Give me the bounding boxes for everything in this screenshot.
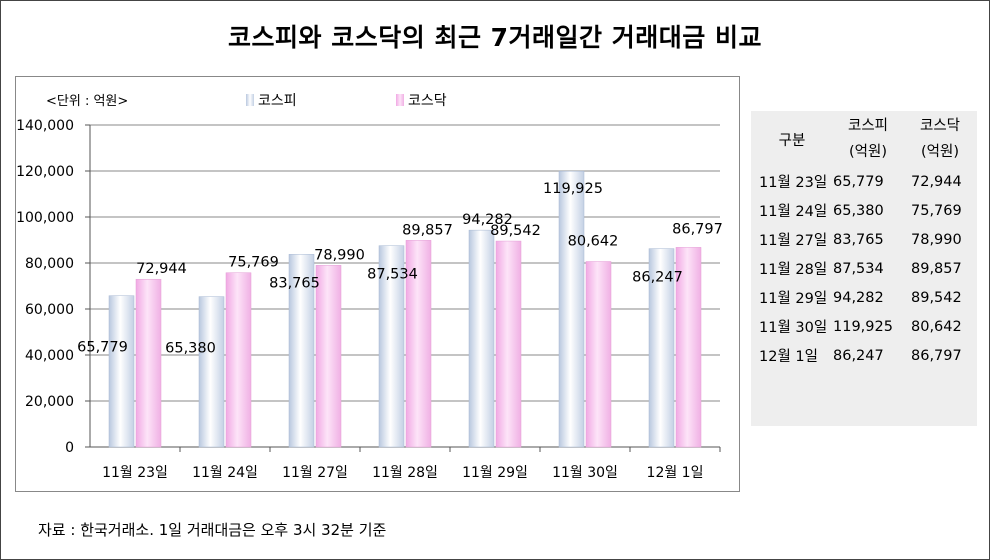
header-kosdaq: 코스닥 (억원) (903, 111, 977, 167)
header-date: 구분 (778, 132, 806, 149)
y-tick-label: 140,000 (16, 118, 74, 134)
table-cell-date: 11월 27일 (759, 233, 828, 249)
data-label-kospi: 65,380 (165, 341, 216, 357)
table-cell-kosdaq: 80,642 (911, 318, 962, 335)
header-kospi-label: 코스피 (847, 118, 889, 134)
bar-kospi (378, 245, 405, 448)
table-row: 11월 30일 119,925 80,642 (751, 312, 977, 341)
table-cell-kospi: 83,765 (833, 231, 884, 248)
table-row: 11월 24일 65,380 75,769 (751, 196, 977, 225)
data-label-kosdaq: 75,769 (228, 255, 279, 271)
data-label-kospi: 83,765 (269, 275, 320, 291)
x-tick-label: 11월 23일 (102, 465, 168, 481)
table-cell-kosdaq: 75,769 (911, 202, 962, 219)
table-cell-date: 12월 1일 (759, 349, 818, 365)
table-cell-date: 11월 24일 (759, 204, 828, 220)
legend-item-kosdaq: 코스닥 (396, 90, 447, 110)
table-cell-kosdaq: 89,857 (911, 260, 962, 277)
data-table-grid: 구분 코스피 (억원) 코스닥 (억원) 11월 23일 65,779 72,944… (751, 111, 977, 370)
source-note: 자료 : 한국거래소. 1일 거래대금은 오후 3시 32분 기준 (38, 521, 387, 539)
table-cell-date: 11월 28일 (759, 262, 828, 278)
data-label-kospi: 86,247 (632, 270, 683, 286)
header-kosdaq-label: 코스닥 (919, 118, 961, 134)
table-row: 11월 23일 65,779 72,944 (751, 167, 977, 196)
bar-kospi (198, 296, 225, 448)
table-cell-kosdaq: 89,542 (911, 289, 962, 306)
data-label-kosdaq: 89,857 (402, 222, 453, 238)
unit-label: <단위 : 억원> (46, 94, 129, 109)
table-cell-kospi: 94,282 (833, 289, 884, 306)
table-cell-kospi: 65,380 (833, 202, 884, 219)
bar-kosdaq (495, 240, 522, 448)
bar-kospi (648, 248, 675, 448)
header-kosdaq-unit: (억원) (921, 144, 959, 160)
header-kospi-unit: (억원) (849, 144, 887, 160)
bar-kospi (288, 254, 315, 448)
table-cell-date: 11월 29일 (759, 291, 828, 307)
data-label-kosdaq: 80,642 (568, 234, 619, 250)
y-tick-label: 120,000 (16, 164, 74, 180)
bar-kospi (468, 229, 495, 448)
bar-kosdaq (315, 265, 342, 448)
y-tick-label: 100,000 (16, 210, 74, 226)
legend-swatch-kospi (246, 94, 254, 106)
x-tick-label: 11월 29일 (462, 465, 528, 481)
data-label-kospi: 94,282 (462, 212, 513, 228)
y-tick-label: 20,000 (25, 394, 74, 410)
legend-swatch-kosdaq (396, 94, 404, 106)
bar-kosdaq (675, 247, 702, 448)
table-row: 11월 27일 83,765 78,990 (751, 225, 977, 254)
data-label-kosdaq: 72,944 (136, 261, 187, 277)
bar-kosdaq (585, 261, 612, 448)
bar-kosdaq (135, 278, 162, 448)
legend-item-kospi: 코스피 (246, 90, 297, 110)
data-table: 구분 코스피 (억원) 코스닥 (억원) 11월 23일 65,779 72,944… (751, 111, 977, 426)
table-row: 12월 1일 86,247 86,797 (751, 341, 977, 370)
data-label-kosdaq: 78,990 (314, 247, 365, 263)
y-tick-label: 40,000 (25, 348, 74, 364)
y-tick-label: 80,000 (25, 256, 74, 272)
table-cell-kosdaq: 72,944 (911, 173, 962, 190)
x-tick-label: 11월 28일 (372, 465, 438, 481)
table-cell-kospi: 86,247 (833, 347, 884, 364)
table-cell-kospi: 65,779 (833, 173, 884, 190)
bar-kosdaq (225, 272, 252, 448)
table-cell-date: 11월 23일 (759, 175, 828, 191)
bar-kosdaq (405, 240, 432, 448)
legend-label-kospi: 코스피 (258, 93, 297, 109)
table-cell-kospi: 119,925 (833, 318, 893, 335)
table-row: 11월 28일 87,534 89,857 (751, 254, 977, 283)
x-tick-label: 12월 1일 (647, 465, 704, 481)
data-label-kosdaq: 89,542 (490, 223, 541, 239)
x-tick-label: 11월 27일 (282, 465, 348, 481)
y-tick-label: 0 (65, 440, 74, 456)
header-kospi: 코스피 (억원) (833, 111, 903, 167)
table-cell-date: 11월 30일 (759, 320, 828, 336)
x-tick-label: 11월 24일 (192, 465, 258, 481)
bar-kospi (108, 295, 135, 448)
bar-kospi (558, 170, 585, 448)
data-label-kospi: 119,925 (543, 181, 603, 197)
data-label-kospi: 65,779 (77, 340, 128, 356)
data-label-kospi: 87,534 (367, 267, 418, 283)
table-cell-kosdaq: 78,990 (911, 231, 962, 248)
legend-label-kosdaq: 코스닥 (408, 93, 447, 109)
data-label-kosdaq: 86,797 (672, 221, 723, 237)
table-cell-kosdaq: 86,797 (911, 347, 962, 364)
y-tick-label: 60,000 (25, 302, 74, 318)
table-cell-kospi: 87,534 (833, 260, 884, 277)
page-title: 코스피와 코스닥의 최근 7거래일간 거래대금 비교 (228, 23, 762, 52)
x-tick-label: 11월 30일 (552, 465, 618, 481)
table-body: 11월 23일 65,779 72,944 11월 24일 65,380 75,769 11… (751, 167, 977, 370)
table-header-row: 구분 코스피 (억원) 코스닥 (억원) (751, 111, 977, 167)
table-row: 11월 29일 94,282 89,542 (751, 283, 977, 312)
